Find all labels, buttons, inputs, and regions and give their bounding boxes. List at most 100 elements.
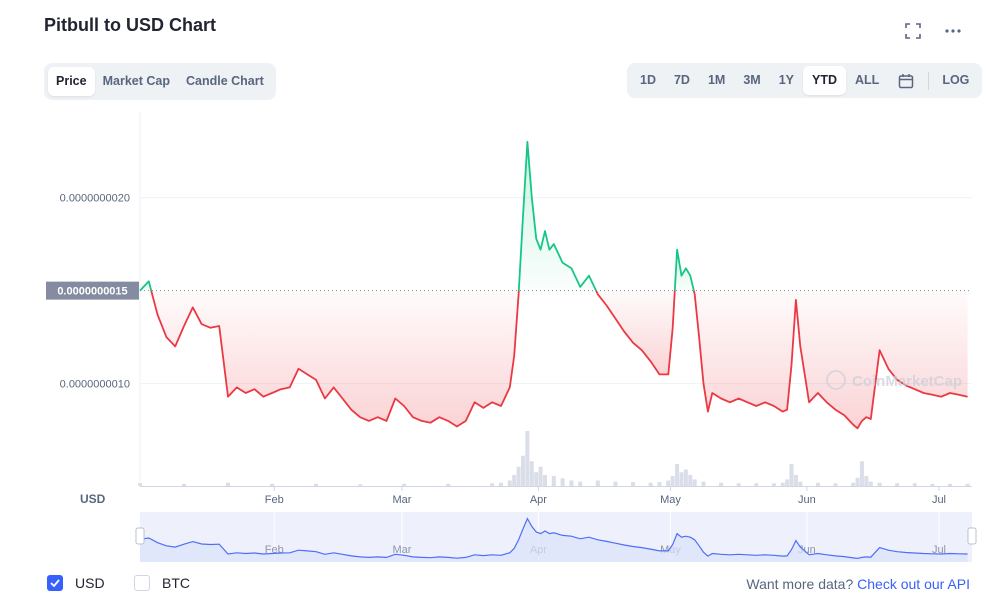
volume-bar <box>833 483 838 486</box>
more-dots-icon[interactable] <box>942 20 964 42</box>
volume-bar <box>868 481 873 486</box>
volume-bar <box>490 483 495 486</box>
legend-usd[interactable]: USD <box>47 575 105 591</box>
x-tick-label: May <box>660 494 681 506</box>
volume-bar <box>736 483 741 486</box>
divider <box>928 71 930 90</box>
navigator-handle-left[interactable] <box>135 527 145 545</box>
tab-price[interactable]: Price <box>48 67 95 96</box>
navigator-tick-label: Mar <box>392 544 411 556</box>
axes: 0.0000000020 0.0000000010 Feb Mar Apr May Jun J… <box>46 193 972 506</box>
volume-bar <box>560 478 565 486</box>
legend-btc-label: BTC <box>162 575 190 591</box>
volume-bar <box>516 466 521 486</box>
volume-bar <box>446 483 451 486</box>
volume-bar <box>529 461 534 486</box>
volume-bar <box>947 483 952 486</box>
volume-bar <box>851 482 856 486</box>
volume-bar <box>520 455 525 486</box>
tab-market-cap[interactable]: Market Cap <box>102 74 170 88</box>
x-tick-label: Mar <box>392 494 411 506</box>
watermark-text: CoinMarketCap <box>852 373 962 390</box>
api-link[interactable]: Check out our API <box>857 576 970 592</box>
y-tick-label: 0.0000000020 <box>60 193 130 205</box>
range-1m[interactable]: 1M <box>707 73 726 87</box>
volume-bar <box>182 483 187 486</box>
x-tick-label: Jun <box>798 494 816 506</box>
volume-bar <box>864 476 869 486</box>
volume-bar <box>270 483 275 486</box>
price-area-up <box>674 249 694 291</box>
volume-bar <box>683 469 688 486</box>
volume-bar <box>785 479 790 486</box>
range-1d[interactable]: 1D <box>640 73 656 87</box>
calendar-icon[interactable] <box>888 66 924 95</box>
price-area-down <box>693 290 968 429</box>
chart-type-tabs: Price Market Cap Candle Chart <box>44 63 276 100</box>
range-ytd[interactable]: YTD <box>803 66 847 95</box>
navigator-tick-label: Jul <box>932 544 946 556</box>
price-line-down <box>595 290 676 376</box>
volume-bar <box>965 483 970 486</box>
volume-bar <box>780 482 785 486</box>
volume-bar <box>666 480 671 486</box>
range-1y[interactable]: 1Y <box>778 73 795 87</box>
volume-bar <box>542 475 547 486</box>
volume-bar <box>877 482 882 486</box>
volume-bar <box>538 466 543 486</box>
range-3m[interactable]: 3M <box>743 73 761 87</box>
volume-bar <box>657 482 662 486</box>
navigator-area <box>140 518 968 562</box>
volume-bar <box>507 480 512 486</box>
price-line-up <box>673 248 695 291</box>
volume-bar <box>525 431 530 486</box>
volume-bar <box>754 483 759 486</box>
volume-bar <box>138 483 142 486</box>
volume-bar <box>534 472 539 486</box>
volume-bar <box>631 482 636 486</box>
tab-candle-chart[interactable]: Candle Chart <box>185 74 264 88</box>
chart-title: Pitbull to USD Chart <box>44 15 216 35</box>
volume-bar <box>912 483 917 486</box>
fullscreen-icon[interactable] <box>902 20 924 42</box>
baseline-label-bg <box>46 281 139 300</box>
volume-bars <box>138 431 970 486</box>
volume-bar <box>569 480 574 486</box>
volume-bar <box>793 475 798 486</box>
usd-checkbox[interactable] <box>47 575 63 591</box>
volume-bar <box>789 464 794 486</box>
price-line-up <box>139 280 153 292</box>
volume-bar <box>688 475 693 486</box>
navigator-handle-right[interactable] <box>967 527 977 545</box>
range-7d[interactable]: 7D <box>673 73 690 87</box>
volume-bar <box>855 477 860 486</box>
volume-bar <box>512 475 517 486</box>
volume-bar <box>815 482 820 486</box>
watermark: CoinMarketCap <box>826 370 962 390</box>
price-line <box>139 140 968 430</box>
check-icon <box>50 579 60 587</box>
volume-bar <box>679 472 684 486</box>
volume-bar <box>551 476 556 486</box>
volume-bar <box>895 483 900 486</box>
currency-axis-label: USD <box>80 492 106 506</box>
volume-bar <box>595 480 600 486</box>
x-tick-label: Jul <box>932 494 946 506</box>
watermark-logo-icon <box>826 370 846 390</box>
volume-bar <box>771 483 776 486</box>
legend-btc[interactable]: BTC <box>134 575 190 591</box>
log-toggle[interactable]: LOG <box>942 73 970 87</box>
volume-bar <box>701 481 706 486</box>
x-tick-label: Feb <box>265 494 284 506</box>
price-area-up <box>518 141 597 291</box>
range-all[interactable]: ALL <box>855 73 880 87</box>
volume-bar <box>930 483 935 486</box>
volume-bar <box>670 476 675 486</box>
api-promo: Want more data? Check out our API <box>746 576 970 592</box>
navigator-line <box>139 517 968 560</box>
price-area-down <box>596 290 675 375</box>
volume-bar <box>498 482 503 486</box>
volume-bar <box>798 481 803 486</box>
btc-checkbox[interactable] <box>134 575 150 591</box>
